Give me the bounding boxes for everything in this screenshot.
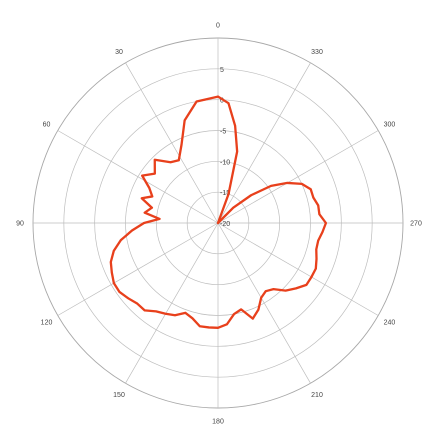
polar-grid [32, 37, 404, 409]
data-point [136, 302, 139, 305]
radial-tick-label: -10 [220, 159, 230, 166]
data-point [317, 239, 320, 242]
data-point [148, 187, 151, 189]
grid-spoke [125, 62, 219, 224]
data-point [183, 119, 186, 122]
data-point [318, 213, 321, 216]
grid-spoke [217, 130, 379, 224]
data-point [141, 174, 144, 177]
data-point [300, 183, 303, 185]
angle-tick-label: 300 [384, 122, 396, 129]
data-point [260, 296, 263, 299]
angle-tick-label: 180 [212, 419, 224, 426]
data-point [217, 222, 219, 224]
data-point [217, 95, 219, 98]
data-point [310, 276, 313, 278]
data-point [180, 143, 183, 146]
data-point [286, 182, 289, 184]
data-point [233, 313, 235, 315]
angle-tick-label: 330 [311, 49, 323, 56]
grid-spoke [217, 222, 311, 384]
angle-tick-label: 60 [43, 122, 51, 129]
data-point [118, 291, 121, 293]
data-point [109, 261, 112, 263]
angle-tick-label: 150 [113, 392, 125, 399]
data-point [251, 317, 254, 320]
data-point [227, 102, 230, 105]
data-point [127, 297, 130, 300]
data-point [315, 257, 318, 260]
data-layer [109, 95, 328, 329]
radial-tick-label: 5 [220, 67, 224, 74]
data-point [151, 206, 153, 209]
grid-spoke [57, 130, 219, 224]
data-point [184, 311, 187, 314]
axis-labels: 0 30 60 90 120 150 180 210 240 270 300 330 5 0 -5 -10 -1… [16, 23, 422, 426]
data-point [325, 222, 327, 224]
data-point [110, 271, 113, 274]
grid-spoke [217, 62, 311, 224]
data-point [250, 194, 252, 197]
angle-tick-label: 210 [311, 392, 323, 399]
data-point [191, 317, 194, 320]
radial-tick-label: 0 [220, 98, 224, 105]
data-point [257, 308, 260, 311]
angle-tick-label: 0 [216, 23, 220, 30]
data-point [236, 150, 239, 153]
data-point [317, 204, 320, 207]
data-point [295, 287, 297, 290]
radial-tick-label: -5 [220, 129, 226, 136]
data-point [177, 159, 180, 162]
data-point [112, 282, 115, 285]
data-point [309, 188, 312, 191]
data-point [169, 161, 172, 164]
data-point [198, 325, 201, 328]
data-point [140, 197, 143, 200]
data-point [225, 323, 228, 326]
data-point [112, 250, 115, 252]
data-point [153, 158, 156, 161]
data-point [158, 218, 161, 220]
data-point [305, 284, 308, 286]
angle-tick-label: 270 [410, 221, 422, 228]
data-point [264, 290, 267, 293]
data-point [227, 193, 230, 195]
data-point [155, 310, 158, 313]
data-point [143, 222, 145, 224]
data-point [234, 124, 237, 127]
data-point [272, 288, 275, 291]
data-point [143, 309, 146, 312]
data-point [217, 326, 219, 329]
radial-tick-label: -20 [220, 221, 230, 228]
angle-tick-label: 240 [384, 320, 396, 327]
data-point [153, 172, 156, 175]
grid-spoke [57, 222, 219, 316]
angle-tick-label: 30 [115, 49, 123, 56]
data-point [312, 196, 315, 199]
data-point [284, 289, 287, 292]
data-point [321, 231, 324, 234]
grid-spoke [125, 222, 219, 384]
angle-tick-label: 120 [41, 320, 53, 327]
radial-tick-label: -15 [220, 190, 230, 197]
pattern-series-line [109, 95, 328, 329]
data-point [164, 312, 167, 315]
data-point [119, 239, 122, 242]
data-point [315, 248, 318, 251]
data-point [174, 314, 176, 317]
data-point [270, 184, 272, 187]
data-point [240, 308, 243, 311]
grid-spoke [217, 222, 379, 316]
data-point [195, 100, 198, 103]
angle-tick-label: 90 [16, 221, 24, 228]
data-point [143, 211, 146, 214]
data-point [131, 229, 133, 232]
data-point [151, 195, 154, 198]
data-point [314, 267, 317, 270]
data-point [232, 206, 235, 209]
data-point [207, 326, 210, 329]
